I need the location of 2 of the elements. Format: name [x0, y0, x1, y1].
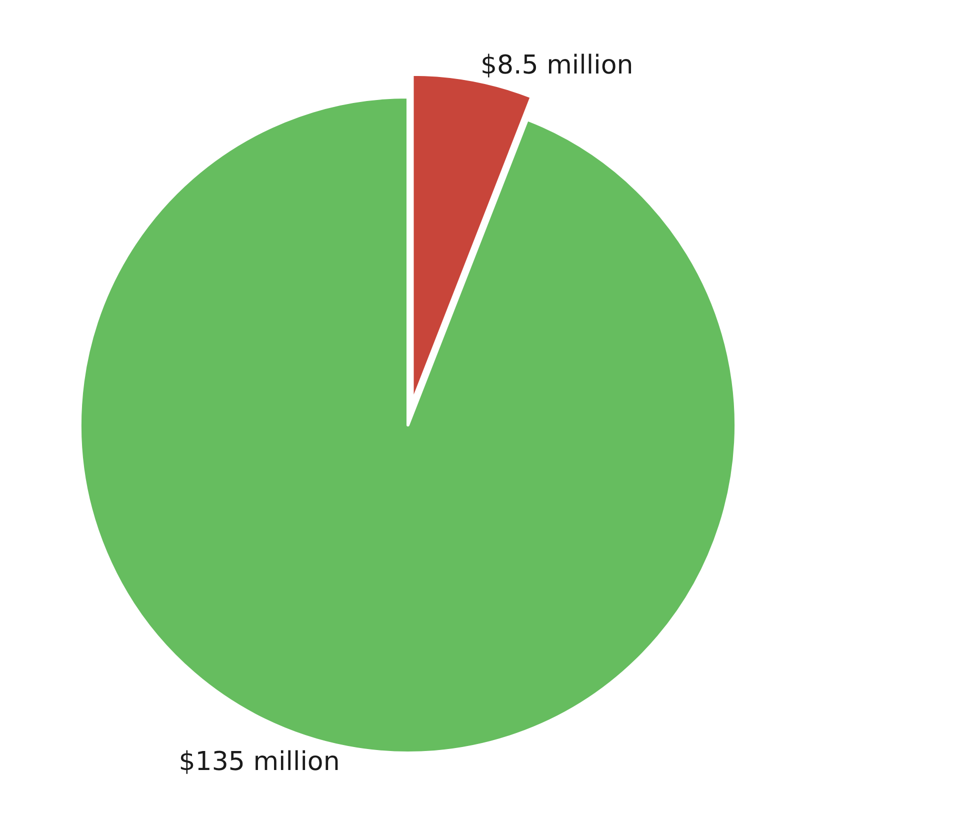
data-label: $135 million — [178, 746, 340, 777]
data-label: $8.5 million — [480, 50, 634, 81]
